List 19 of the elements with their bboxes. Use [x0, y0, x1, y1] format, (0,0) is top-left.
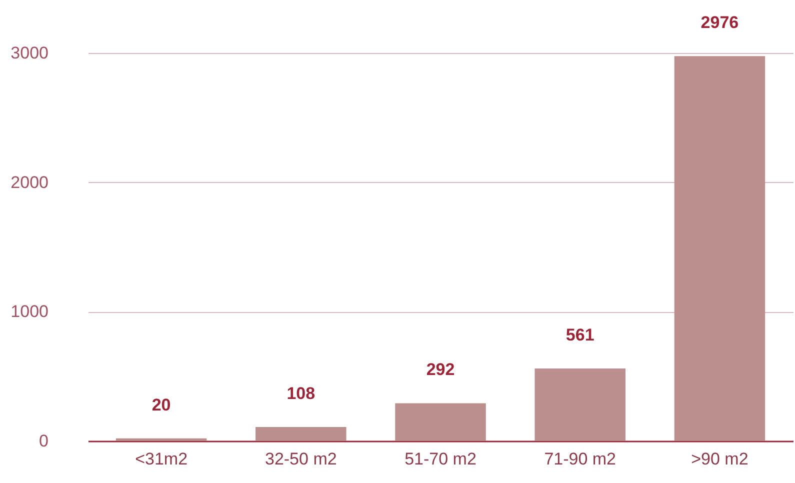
data-label: 20 [152, 395, 171, 414]
data-label: 108 [286, 384, 316, 404]
bar [674, 56, 766, 441]
y-tick-label: 0 [39, 432, 48, 450]
data-label: 561 [566, 325, 594, 344]
y-tick-label: 2000 [10, 172, 48, 192]
bar [395, 403, 486, 441]
x-tick-label: 32-50 m2 [264, 450, 337, 468]
bar [116, 438, 207, 441]
data-label: 292 [426, 360, 455, 380]
x-tick-label: >90 m2 [691, 450, 748, 468]
x-tick-label: <31m2 [135, 450, 188, 468]
data-label: 2976 [700, 13, 739, 32]
bar [256, 427, 346, 441]
y-tick-label: 1000 [10, 302, 48, 322]
y-tick-label: 3000 [10, 44, 48, 62]
x-tick-label: 51-70 m2 [404, 450, 476, 468]
x-tick-label: 71-90 m2 [544, 450, 616, 468]
bar [534, 368, 626, 441]
